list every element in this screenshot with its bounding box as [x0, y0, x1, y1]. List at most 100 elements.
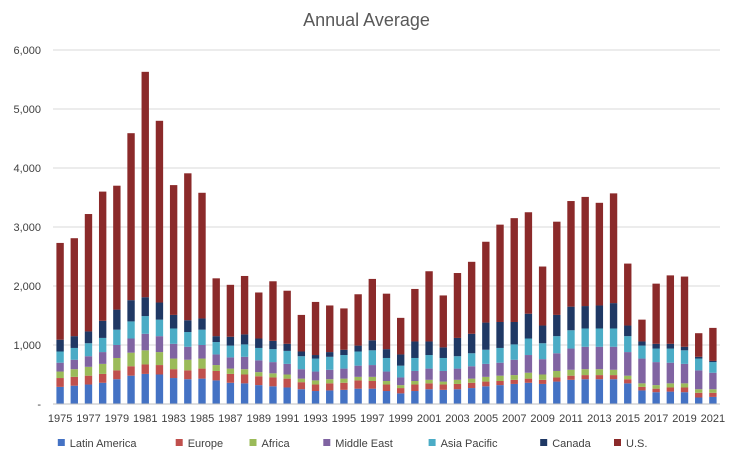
- bar-segment-asia-pacific: [382, 357, 391, 372]
- bar-segment-africa: [340, 378, 348, 383]
- bar-segment-latin-america: [255, 385, 263, 404]
- bar-segment-africa: [198, 358, 206, 369]
- legend-swatch: [175, 439, 183, 446]
- bar-segment-middle-east: [198, 345, 206, 359]
- bar-segment-middle-east: [666, 362, 675, 384]
- bar-segment-middle-east: [609, 346, 618, 370]
- bar-segment-u-s: [467, 261, 476, 334]
- bar-segment-latin-america: [127, 375, 135, 404]
- bar-segment-asia-pacific: [255, 347, 263, 361]
- bar-segment-europe: [240, 374, 249, 384]
- bar-segment-canada: [524, 313, 533, 339]
- bar-segment-latin-america: [695, 397, 703, 404]
- bar-segment-latin-america: [98, 382, 107, 404]
- bar-segment-canada: [283, 343, 291, 351]
- bar-segment-canada: [113, 309, 121, 330]
- bar-segment-u-s: [439, 295, 447, 348]
- legend-label: Latin America: [70, 438, 138, 450]
- bar-segment-canada: [84, 331, 93, 344]
- bar-segment-latin-america: [354, 388, 362, 404]
- bar-segment-africa: [638, 383, 646, 387]
- bar-segment-africa: [425, 379, 433, 384]
- bar-segment-u-s: [510, 218, 518, 322]
- bar-segment-asia-pacific: [226, 345, 235, 358]
- bar-segment-latin-america: [567, 379, 575, 404]
- bar-segment-europe: [581, 375, 589, 380]
- bar-segment-asia-pacific: [340, 355, 348, 369]
- bar-segment-canada: [141, 297, 149, 317]
- bar-segment-canada: [609, 303, 618, 329]
- bar-segment-middle-east: [709, 372, 717, 390]
- bar-segment-europe: [212, 370, 220, 381]
- bar-segment-u-s: [169, 185, 178, 315]
- bar-segment-asia-pacific: [326, 356, 334, 370]
- bar-segment-middle-east: [553, 353, 561, 371]
- bar-segment-asia-pacific: [198, 329, 206, 345]
- legend-swatch: [249, 439, 257, 446]
- bar-segment-middle-east: [70, 359, 78, 370]
- bar-segment-europe: [311, 384, 320, 392]
- bar-segment-canada: [198, 318, 206, 330]
- bar-segment-europe: [226, 373, 235, 383]
- x-tick-label: 2021: [701, 413, 725, 425]
- x-tick-label: 1979: [105, 413, 129, 425]
- x-tick-label: 2019: [672, 413, 696, 425]
- bar-segment-u-s: [212, 278, 220, 337]
- legend-label: Middle East: [335, 438, 392, 450]
- bar-segment-europe: [70, 376, 78, 386]
- x-tick-label: 1977: [76, 413, 100, 425]
- bar-segment-middle-east: [326, 369, 334, 380]
- bar-segment-asia-pacific: [666, 348, 675, 363]
- bar-segment-europe: [283, 378, 291, 388]
- bar-segment-asia-pacific: [638, 345, 646, 359]
- bar-segment-canada: [695, 356, 703, 359]
- bar-segment-latin-america: [382, 391, 391, 404]
- bar-segment-asia-pacific: [567, 330, 575, 349]
- bar-segment-u-s: [184, 173, 192, 321]
- bar-segment-asia-pacific: [56, 351, 64, 363]
- bar-segment-asia-pacific: [425, 355, 433, 369]
- bar-segment-latin-america: [425, 389, 433, 404]
- bar-segment-canada: [467, 333, 476, 354]
- bar-segment-asia-pacific: [184, 332, 192, 347]
- bar-segment-latin-america: [155, 374, 164, 404]
- bar-segment-africa: [226, 368, 235, 374]
- bar-segment-asia-pacific: [84, 343, 93, 357]
- bar-segment-africa: [397, 385, 405, 389]
- bar-segment-latin-america: [113, 379, 121, 404]
- bar-segment-africa: [439, 381, 447, 385]
- bar-segment-africa: [510, 375, 518, 380]
- bar-segment-europe: [340, 382, 348, 390]
- bar-segment-europe: [538, 379, 547, 384]
- bar-segment-u-s: [482, 241, 490, 323]
- bar-segment-latin-america: [709, 396, 717, 404]
- bar-segment-africa: [709, 389, 717, 393]
- bar-segment-canada: [326, 352, 334, 357]
- x-tick-label: 1975: [48, 413, 72, 425]
- bar-segment-africa: [581, 369, 589, 376]
- bar-segment-africa: [368, 376, 376, 381]
- bar-segment-europe: [98, 373, 107, 383]
- bar-segment-asia-pacific: [581, 328, 589, 347]
- x-tick-label: 2009: [530, 413, 554, 425]
- bar-segment-middle-east: [453, 368, 462, 380]
- axes: - 1,000 2,000 3,000 4,000 5,000 6,000 1975 1977 1…: [13, 45, 725, 425]
- bar-segment-europe: [326, 383, 334, 391]
- bar-segment-asia-pacific: [709, 362, 717, 373]
- legend-swatch: [428, 439, 436, 446]
- bar-segment-latin-america: [482, 386, 490, 404]
- bar-segment-asia-pacific: [297, 356, 306, 370]
- bar-segment-asia-pacific: [169, 328, 178, 344]
- y-tick-label: 4,000: [13, 163, 41, 175]
- bar-segment-middle-east: [269, 362, 277, 374]
- bar-segment-africa: [482, 376, 490, 382]
- bar-segment-asia-pacific: [354, 351, 362, 366]
- bar-segment-africa: [538, 374, 547, 380]
- bar-segment-latin-america: [141, 373, 149, 404]
- bar-segment-middle-east: [184, 346, 192, 360]
- bar-segment-canada: [709, 360, 717, 363]
- bar-segment-canada: [311, 355, 320, 359]
- bar-segment-middle-east: [212, 354, 220, 366]
- bar-segment-u-s: [70, 238, 78, 337]
- bar-segment-canada: [212, 336, 220, 343]
